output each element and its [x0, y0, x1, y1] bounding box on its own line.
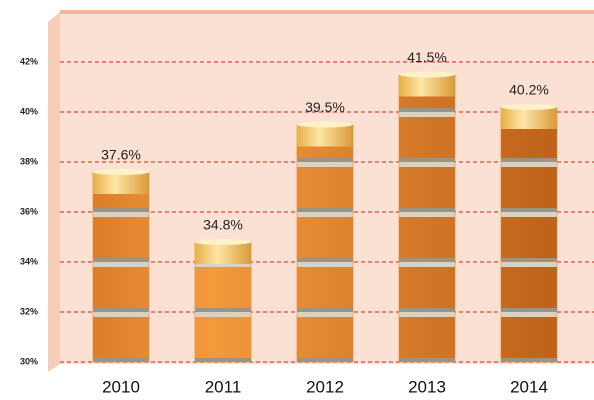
y-tick-label: 36% — [20, 206, 38, 216]
value-label: 37.6% — [101, 147, 141, 163]
y-tick-label: 40% — [20, 106, 38, 116]
bar — [296, 124, 354, 363]
x-tick-label: 2011 — [205, 377, 242, 396]
bar-cap — [500, 107, 558, 129]
x-tick-label: 2010 — [102, 377, 140, 396]
y-tick-label: 42% — [20, 56, 38, 66]
plot-side — [48, 12, 60, 372]
value-label: 34.8% — [203, 217, 243, 233]
x-tick-label: 2012 — [306, 377, 344, 396]
bar-cap-top — [398, 71, 456, 78]
bar — [500, 106, 558, 363]
value-label: 39.5% — [305, 99, 345, 115]
bar-cap — [398, 74, 456, 97]
bar-cap — [296, 124, 354, 147]
value-label: 40.2% — [509, 82, 549, 98]
bar — [398, 74, 456, 363]
bar-cap — [194, 242, 252, 264]
y-tick-label: 30% — [20, 356, 38, 366]
y-tick-label: 38% — [20, 156, 38, 166]
plot-top — [60, 10, 594, 14]
x-tick-label: 2014 — [510, 377, 548, 396]
bar-cap-top — [92, 169, 150, 175]
bar-cap — [92, 172, 150, 194]
value-label: 41.5% — [407, 49, 447, 65]
bar-cap-top — [296, 121, 354, 128]
bar-cap-top — [500, 104, 558, 110]
bar-cap-top — [194, 239, 252, 245]
bar — [92, 171, 150, 363]
x-tick-label: 2013 — [408, 377, 446, 396]
y-tick-label: 32% — [20, 306, 38, 316]
y-tick-label: 34% — [20, 256, 38, 266]
